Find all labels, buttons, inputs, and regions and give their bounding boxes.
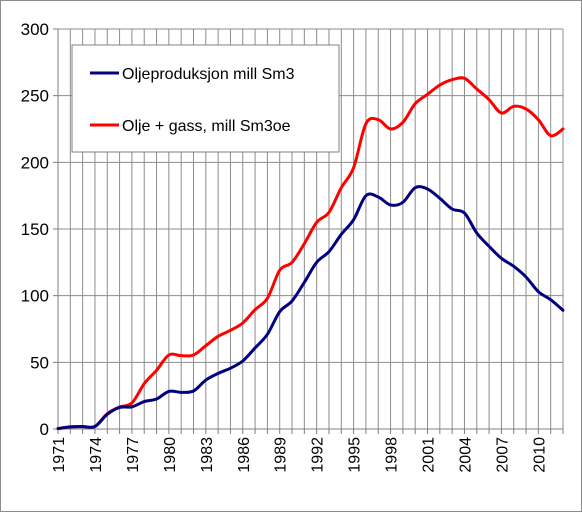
legend: Oljeproduksjon mill Sm3 Olje + gass, mil… [71,44,340,153]
y-tick-label: 300 [21,20,49,39]
x-tick-labels: 1971 1974 1977 1980 1983 1986 1989 1992 1995 1998… [51,437,548,473]
x-tick-label: 1971 [51,437,68,473]
x-tick-label: 1977 [125,437,142,473]
series-line-oil [56,185,565,431]
x-tick-label: 2004 [457,437,474,473]
y-tick-label: 100 [21,287,49,306]
x-tick-label: 1974 [88,437,105,473]
y-tick-labels: 0 50 100 150 200 250 300 [21,20,49,439]
series-lines [56,76,565,431]
x-tick-label: 1980 [162,437,179,473]
legend-label-oil-gas: Olje + gass, mill Sm3oe [122,118,291,135]
y-tick-label: 50 [30,353,49,372]
series-line-oil-gas [56,76,565,431]
x-tick-label: 2001 [421,437,438,473]
axes [53,28,564,434]
y-tick-label: 150 [21,220,49,239]
x-tick-label: 1986 [236,437,253,473]
y-tick-label: 0 [40,420,49,439]
x-tick-label: 2010 [531,437,548,473]
x-tick-label: 1992 [310,437,327,473]
y-tick-label: 250 [21,87,49,106]
x-tick-label: 2007 [494,437,511,473]
x-tick-label: 1998 [384,437,401,473]
legend-label-oil: Oljeproduksjon mill Sm3 [122,66,295,83]
x-tick-label: 1995 [347,437,364,473]
y-tick-label: 200 [21,153,49,172]
x-tick-label: 1983 [199,437,216,473]
x-tick-label: 1989 [273,437,290,473]
legend-box [71,44,340,153]
